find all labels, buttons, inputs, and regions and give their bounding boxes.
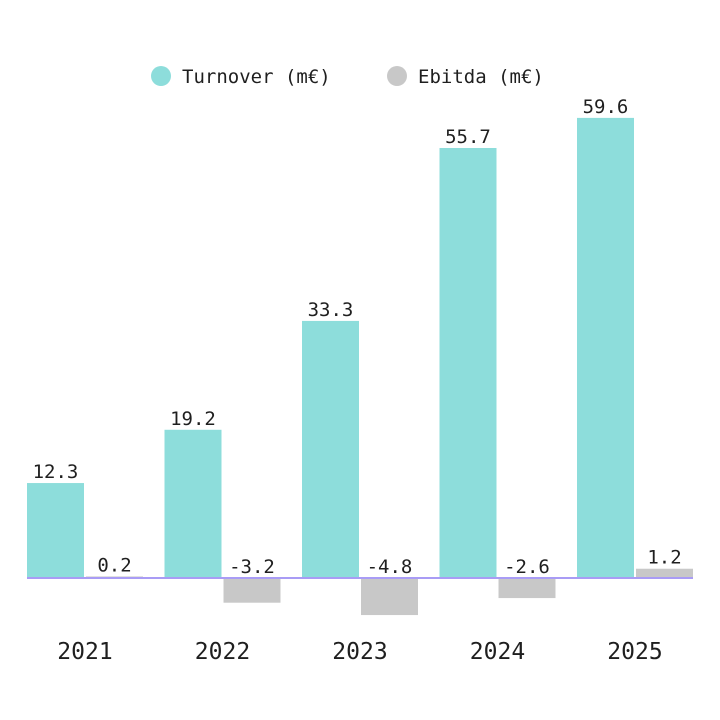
legend-swatch-ebitda-m [387, 66, 407, 86]
x-tick-2023: 2023 [332, 639, 387, 665]
bar-ebitda-2025 [636, 568, 693, 578]
bar-turnover-2021 [27, 483, 84, 578]
data-label-ebitda-2023: -4.8 [367, 556, 413, 578]
bar-turnover-2024 [439, 147, 497, 578]
x-axis-ticks: 2021 2022 2023 2024 2025 [57, 639, 662, 665]
bar-turnover-2022 [164, 429, 222, 578]
x-tick-2022: 2022 [195, 639, 250, 665]
x-tick-2021: 2021 [57, 639, 112, 665]
legend-swatch-turnover-m [151, 66, 171, 86]
data-label-ebitda-2024: -2.6 [504, 556, 550, 578]
bar-turnover-2023 [302, 320, 359, 578]
bar-ebitda-2022 [223, 578, 281, 603]
data-label-turnover-2022: 19.2 [170, 408, 216, 430]
x-tick-2024: 2024 [470, 639, 525, 665]
bar-turnover-2025 [577, 117, 634, 578]
data-label-ebitda-2025: 1.2 [647, 547, 681, 569]
bars [27, 117, 693, 616]
legend-label-ebitda-m: Ebitda (m€) [418, 66, 544, 88]
data-label-turnover-2025: 59.6 [583, 96, 629, 118]
bar-ebitda-2023 [361, 578, 418, 616]
data-labels: 12.3 0.2 19.2 -3.2 33.3 -4.8 55.7 -2.6 59.6 1.2 [33, 96, 682, 578]
data-label-turnover-2021: 12.3 [33, 461, 79, 483]
data-label-turnover-2023: 33.3 [308, 299, 354, 321]
data-label-ebitda-2021: 0.2 [97, 554, 131, 576]
bar-ebitda-2024 [498, 578, 556, 599]
legend: Turnover (m€) Ebitda (m€) [151, 66, 544, 88]
data-label-turnover-2024: 55.7 [445, 126, 491, 148]
legend-label-turnover-m: Turnover (m€) [182, 66, 331, 88]
x-tick-2025: 2025 [607, 639, 662, 665]
data-label-ebitda-2022: -3.2 [229, 556, 275, 578]
